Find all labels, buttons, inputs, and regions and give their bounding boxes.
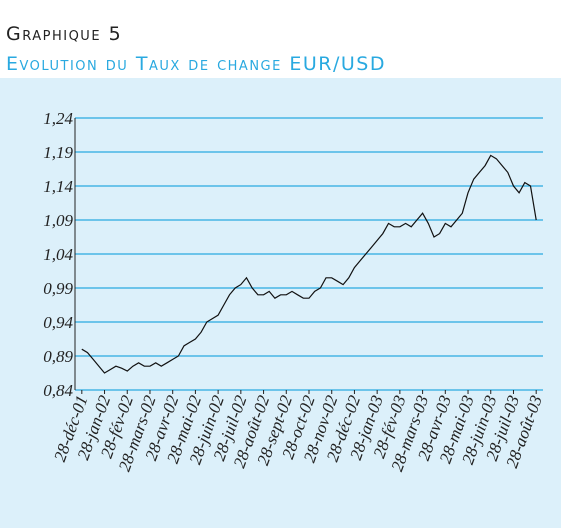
y-tick-label: 1,24 — [43, 109, 73, 128]
y-tick-label: 0,94 — [43, 313, 73, 332]
y-tick-label: 0,99 — [43, 279, 73, 298]
chart-title: Graphique 5 — [6, 23, 122, 45]
y-tick-label: 1,09 — [43, 211, 73, 230]
background — [0, 78, 561, 528]
y-tick-label: 0,89 — [43, 347, 73, 366]
line — [81, 154, 537, 374]
y-tick-label: 1,04 — [43, 245, 73, 264]
chart-subtitle: Evolution du Taux de change EUR/USD — [6, 53, 386, 75]
y-tick-label: 1,19 — [43, 143, 73, 162]
y-tick-label: 0,84 — [43, 381, 73, 400]
y-tick-label: 1,14 — [43, 177, 73, 196]
